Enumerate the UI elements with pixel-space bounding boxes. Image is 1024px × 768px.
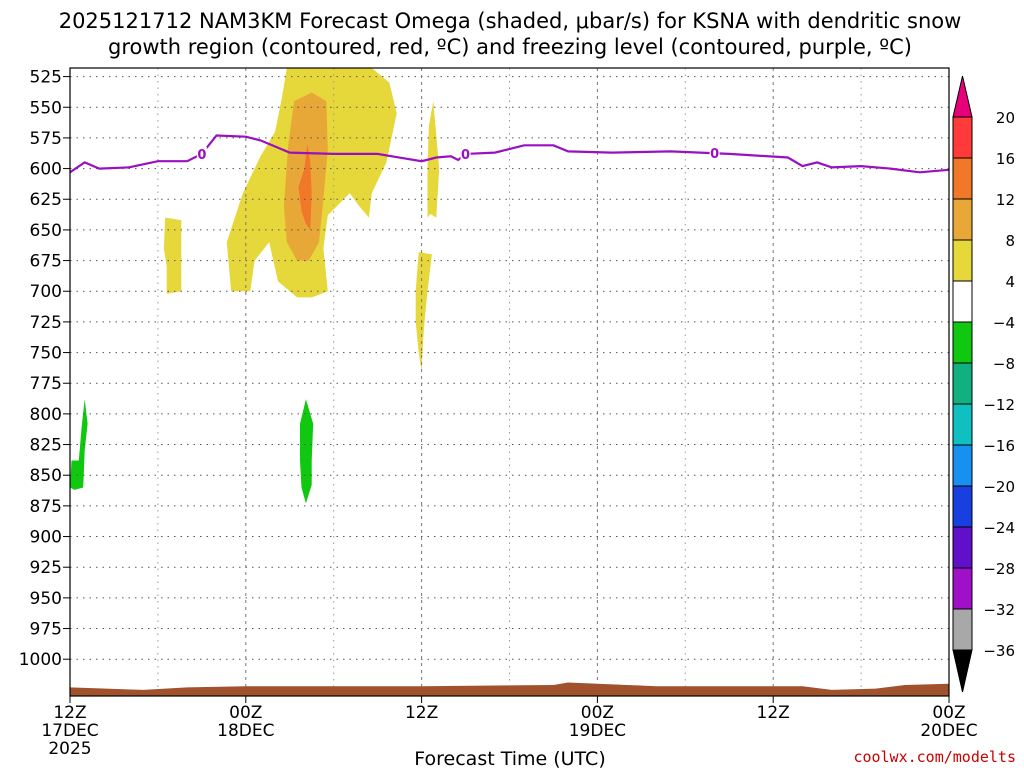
colorbar-segment-12 xyxy=(952,608,973,651)
y-tick-label: 725 xyxy=(30,313,62,333)
colorbar-label: −8 xyxy=(993,355,1015,373)
y-tick-label: 525 xyxy=(30,68,62,88)
colorbar-label: 8 xyxy=(1005,232,1015,250)
x-tick-label: 00Z xyxy=(932,703,965,723)
colorbar-label: −24 xyxy=(983,519,1015,537)
colorbar-segment-10 xyxy=(952,526,973,569)
omega-shading xyxy=(70,68,440,504)
y-tick-label: 550 xyxy=(30,98,62,118)
y-tick-label: 675 xyxy=(30,252,62,272)
y-tick-label: 625 xyxy=(30,190,62,210)
colorbar-segment-1 xyxy=(952,157,973,200)
freezing-level-contour: 0 0 0 xyxy=(70,134,949,174)
freezing-level-label: 0 xyxy=(461,148,470,163)
colorbar-label: −16 xyxy=(983,437,1015,455)
x-tick-label: 18DEC xyxy=(217,721,274,741)
y-tick-label: 975 xyxy=(30,620,62,640)
freezing-label-bg xyxy=(196,146,207,161)
colorbar-segment-11 xyxy=(952,567,973,610)
y-tick-label: 775 xyxy=(30,374,62,394)
colorbar-segment-4 xyxy=(952,280,973,323)
y-tick-label: 700 xyxy=(30,282,62,302)
omega-region-7 xyxy=(300,399,314,504)
freezing-label-bg xyxy=(709,146,720,161)
colorbar-label: 20 xyxy=(996,109,1015,127)
y-tick-label: 800 xyxy=(30,405,62,425)
colorbar-segment-0 xyxy=(952,116,973,159)
x-tick-label: 00Z xyxy=(581,703,614,723)
colorbar-label: −28 xyxy=(983,560,1015,578)
colorbar-top-arrow xyxy=(952,75,973,118)
colorbar: 20 16 12 8 4 −4 −8 −12 −16 −20 −24 −28 −32 −36 xyxy=(952,75,1015,693)
freezing-level-label: 0 xyxy=(710,147,719,162)
omega-region-5 xyxy=(415,252,432,371)
colorbar-segment-9 xyxy=(952,485,973,528)
colorbar-label: −12 xyxy=(983,396,1015,414)
chart-title-line2: growth region (contoured, red, ºC) and f… xyxy=(108,35,912,59)
colorbar-label: −4 xyxy=(993,314,1015,332)
x-tick-label: 20DEC xyxy=(920,721,977,741)
credit-text: coolwx.com/modelts xyxy=(853,748,1016,766)
colorbar-segment-6 xyxy=(952,362,973,405)
y-tick-label: 825 xyxy=(30,436,62,456)
colorbar-label: 4 xyxy=(1005,273,1015,291)
x-tick-label: 12Z xyxy=(405,703,438,723)
ground-terrain xyxy=(70,682,949,696)
y-tick-label: 575 xyxy=(30,129,62,149)
omega-region-2 xyxy=(298,144,312,230)
omega-region-3 xyxy=(163,217,182,294)
colorbar-segment-3 xyxy=(952,239,973,282)
x-tick-label: 2025 xyxy=(48,739,91,759)
freezing-level-line xyxy=(70,134,949,174)
colorbar-label: −20 xyxy=(983,478,1015,496)
y-axis-ticks: 525 550 575 600 625 650 675 700 725 750 775 800 825 8… xyxy=(19,68,70,670)
y-tick-label: 950 xyxy=(30,589,62,609)
y-tick-label: 875 xyxy=(30,497,62,517)
plot-frame xyxy=(69,67,950,697)
colorbar-label: −36 xyxy=(983,642,1015,660)
chart-title-line1: 2025121712 NAM3KM Forecast Omega (shaded… xyxy=(59,9,962,33)
colorbar-label: 16 xyxy=(996,150,1015,168)
colorbar-segment-8 xyxy=(952,444,973,487)
freezing-label-bg xyxy=(460,146,471,161)
x-tick-label: 19DEC xyxy=(569,721,626,741)
grid xyxy=(70,68,949,696)
colorbar-label: 12 xyxy=(996,191,1015,209)
y-tick-label: 850 xyxy=(30,466,62,486)
x-axis-label: Forecast Time (UTC) xyxy=(414,748,605,768)
omega-region-6 xyxy=(70,399,88,490)
colorbar-segment-5 xyxy=(952,321,973,364)
colorbar-bottom-arrow xyxy=(952,649,973,693)
y-tick-label: 650 xyxy=(30,221,62,241)
colorbar-segment-7 xyxy=(952,403,973,446)
freezing-level-label: 0 xyxy=(197,148,206,163)
x-tick-label: 00Z xyxy=(229,703,262,723)
y-tick-label: 925 xyxy=(30,558,62,578)
x-tick-label: 12Z xyxy=(757,703,790,723)
ground-area xyxy=(70,682,949,696)
y-tick-label: 600 xyxy=(30,160,62,180)
y-tick-label: 750 xyxy=(30,344,62,364)
y-tick-label: 1000 xyxy=(19,650,62,670)
colorbar-label: −32 xyxy=(983,601,1015,619)
colorbar-segment-2 xyxy=(952,198,973,241)
y-tick-label: 900 xyxy=(30,528,62,548)
x-tick-label: 12Z xyxy=(53,703,86,723)
x-tick-label: 17DEC xyxy=(41,721,98,741)
